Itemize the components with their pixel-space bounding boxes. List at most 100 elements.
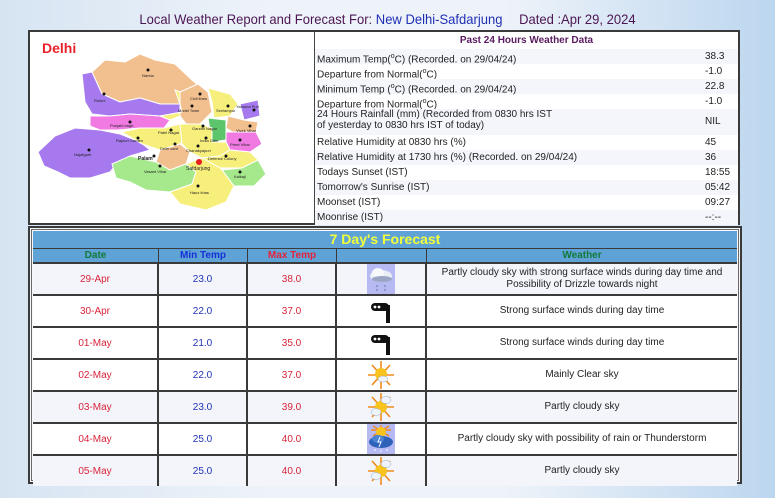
past-row-max-temp: Maximum Temp(oC) (Recorded. on 29/04/24)… bbox=[315, 49, 738, 65]
table-row: 02-May 22.0 37.0 Mainly Clear sky bbox=[33, 358, 737, 390]
svg-text:Narela: Narela bbox=[142, 73, 155, 78]
forecast-max-temp: 40.0 bbox=[248, 456, 337, 486]
seven-day-forecast-table: 7 Day's Forecast Date Min Temp Max Temp … bbox=[28, 226, 742, 486]
forecast-min-temp: 23.0 bbox=[159, 264, 248, 294]
max-temp-value: 38.3 bbox=[705, 51, 725, 62]
past-row-moonset: Moonset (IST) 09:27 bbox=[317, 197, 731, 208]
forecast-date: 03-May bbox=[33, 392, 159, 422]
svg-text:Defence Colony: Defence Colony bbox=[208, 156, 236, 161]
svg-text:Vasant Vihar: Vasant Vihar bbox=[144, 169, 167, 174]
forecast-min-temp: 21.0 bbox=[159, 328, 248, 358]
moonrise-value: --:-- bbox=[705, 212, 722, 223]
forecast-max-temp: 35.0 bbox=[248, 328, 337, 358]
delhi-map-image: Narela Rohini Civil lines Model Town Seelam… bbox=[37, 53, 267, 211]
table-row: 04-May 25.0 40.0 Partly cloudy sky with … bbox=[33, 422, 737, 454]
past-row-humidity-1730: Relative Humidity at 1730 hrs (%) (Recor… bbox=[315, 150, 738, 165]
svg-text:Model Town: Model Town bbox=[178, 108, 199, 113]
header-date: Date bbox=[33, 249, 159, 262]
report-date: Dated :Apr 29, 2024 bbox=[519, 11, 636, 27]
forecast-date: 01-May bbox=[33, 328, 159, 358]
past-row-min-departure: Departure from Normal(oC) -1.0 bbox=[317, 96, 723, 111]
table-row: 01-May 21.0 35.0 Strong surface winds du… bbox=[33, 326, 737, 358]
svg-text:Punjabi bagh: Punjabi bagh bbox=[110, 123, 133, 128]
forecast-max-temp: 38.0 bbox=[248, 264, 337, 294]
svg-text:Civil lines: Civil lines bbox=[190, 96, 207, 101]
forecast-weather: Partly cloudy sky with possibility of ra… bbox=[457, 433, 707, 444]
forecast-rows: 29-Apr 23.0 38.0 Partly cloudy sky with … bbox=[33, 262, 737, 486]
svg-text:Patel Nagar: Patel Nagar bbox=[158, 130, 180, 135]
cloud-drizzle-icon bbox=[367, 264, 395, 294]
svg-text:Rohini: Rohini bbox=[94, 98, 105, 103]
svg-text:India Gate: India Gate bbox=[200, 138, 219, 143]
sun-small-cloud-icon bbox=[368, 361, 394, 389]
forecast-weather: Strong surface winds during day time bbox=[499, 305, 665, 316]
sunrise-value: 05:42 bbox=[705, 182, 731, 193]
title-prefix: Local Weather Report and Forecast For: bbox=[139, 11, 373, 27]
svg-text:Palam: Palam bbox=[138, 156, 153, 162]
rainfall-value: NIL bbox=[705, 116, 721, 127]
forecast-weather: Partly cloudy sky with strong surface wi… bbox=[441, 267, 723, 290]
partly-cloudy-icon bbox=[368, 393, 394, 421]
header-max-temp: Max Temp bbox=[248, 249, 337, 262]
table-row: 30-Apr 22.0 37.0 Strong surface winds du… bbox=[33, 294, 737, 326]
humidity-0830-value: 45 bbox=[705, 137, 717, 148]
current-weather-panel: Narela Rohini Civil lines Model Town Seelam… bbox=[28, 30, 740, 233]
delhi-map: Narela Rohini Civil lines Model Town Seelam… bbox=[30, 32, 315, 223]
forecast-min-temp: 23.0 bbox=[159, 392, 248, 422]
past-row-max-departure: Departure from Normal(oC) -1.0 bbox=[317, 66, 723, 81]
svg-text:Vivek Vihar: Vivek Vihar bbox=[236, 128, 257, 133]
moonset-value: 09:27 bbox=[705, 197, 731, 208]
past-row-humidity-0830: Relative Humidity at 0830 hrs (%) 45 bbox=[317, 137, 717, 148]
past-row-moonrise: Moonrise (IST) --:-- bbox=[315, 210, 738, 225]
svg-text:Rajouri Garden: Rajouri Garden bbox=[116, 138, 143, 143]
forecast-min-temp: 25.0 bbox=[159, 424, 248, 454]
past-row-rainfall: 24 Hours Rainfall (mm) (Recorded from 08… bbox=[315, 109, 738, 135]
forecast-min-temp: 22.0 bbox=[159, 296, 248, 326]
past-24-title: Past 24 Hours Weather Data bbox=[315, 32, 738, 49]
map-title: Delhi bbox=[42, 40, 77, 56]
forecast-weather: Partly cloudy sky bbox=[544, 465, 620, 476]
min-departure-value: -1.0 bbox=[705, 96, 723, 107]
svg-text:Chanakyapuri: Chanakyapuri bbox=[186, 148, 211, 153]
past-row-min-temp: Minimum Temp (oC) (Recorded. on 29/04/24… bbox=[315, 79, 738, 95]
past-row-sunrise: Tomorrow's Sunrise (IST) 05:42 bbox=[315, 180, 738, 195]
min-temp-value: 22.8 bbox=[705, 81, 725, 92]
forecast-date: 29-Apr bbox=[33, 264, 159, 294]
past-row-sunset: Todays Sunset (IST) 18:55 bbox=[317, 167, 731, 178]
header-weather: Weather bbox=[562, 250, 602, 261]
svg-text:Kalkaji: Kalkaji bbox=[234, 174, 246, 179]
svg-text:Hauz khas: Hauz khas bbox=[190, 190, 209, 195]
forecast-max-temp: 37.0 bbox=[248, 360, 337, 390]
thunderstorm-icon bbox=[367, 424, 395, 454]
forecast-weather: Strong surface winds during day time bbox=[499, 337, 665, 348]
forecast-header-row: Date Min Temp Max Temp Weather bbox=[33, 249, 737, 262]
svg-text:Gandhi Nagar: Gandhi Nagar bbox=[192, 126, 218, 131]
table-row: 03-May 23.0 39.0 Partly cloudy sky bbox=[33, 390, 737, 422]
forecast-date: 02-May bbox=[33, 360, 159, 390]
header-icon bbox=[337, 249, 427, 262]
forecast-date: 30-Apr bbox=[33, 296, 159, 326]
max-departure-value: -1.0 bbox=[705, 66, 723, 77]
forecast-max-temp: 40.0 bbox=[248, 424, 337, 454]
svg-text:Delhi cant: Delhi cant bbox=[160, 146, 179, 151]
forecast-weather: Mainly Clear sky bbox=[545, 369, 619, 380]
humidity-1730-value: 36 bbox=[705, 152, 717, 163]
svg-text:Safdarjung: Safdarjung bbox=[186, 166, 210, 172]
sunset-value: 18:55 bbox=[705, 167, 731, 178]
forecast-min-temp: 25.0 bbox=[159, 456, 248, 486]
header-min-temp: Min Temp bbox=[159, 249, 248, 262]
table-row: 29-Apr 23.0 38.0 Partly cloudy sky with … bbox=[33, 262, 737, 294]
forecast-min-temp: 22.0 bbox=[159, 360, 248, 390]
past-24-hours-table: Past 24 Hours Weather Data Maximum Temp(… bbox=[315, 32, 738, 233]
forecast-max-temp: 37.0 bbox=[248, 296, 337, 326]
svg-text:Seelampur: Seelampur bbox=[216, 108, 236, 113]
station-name: New Delhi-Safdarjung bbox=[375, 11, 503, 27]
forecast-date: 05-May bbox=[33, 456, 159, 486]
svg-text:Preet Vihar: Preet Vihar bbox=[230, 142, 251, 147]
page-title: Local Weather Report and Forecast For: N… bbox=[27, 11, 748, 27]
forecast-max-temp: 39.0 bbox=[248, 392, 337, 422]
forecast-weather: Partly cloudy sky bbox=[544, 401, 620, 412]
svg-text:Yamuna Puri: Yamuna Puri bbox=[236, 104, 259, 109]
partly-cloudy-icon bbox=[368, 457, 394, 485]
svg-text:Najafgarh: Najafgarh bbox=[74, 152, 91, 157]
